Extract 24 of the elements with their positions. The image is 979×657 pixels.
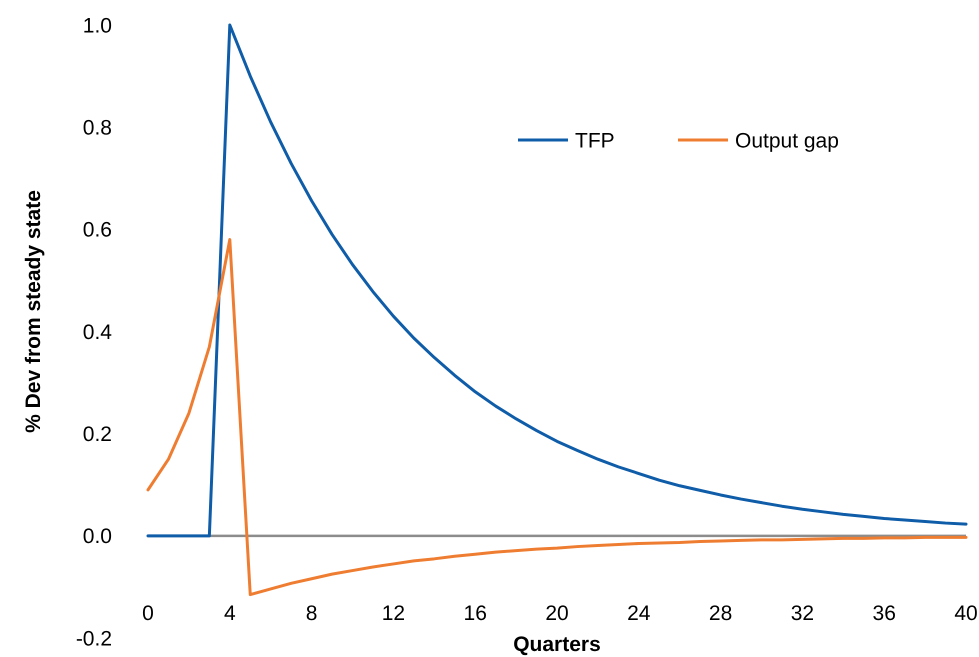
- y-tick-label: 0.8: [82, 116, 112, 140]
- x-axis-title: Quarters: [513, 633, 601, 656]
- x-tick-label: 28: [708, 602, 732, 625]
- y-tick-label: 0.2: [82, 423, 112, 446]
- x-tick-label: 20: [545, 602, 569, 625]
- line-series: [146, 24, 968, 538]
- x-tick-label: 8: [306, 602, 318, 625]
- x-tick-label: 32: [790, 602, 814, 625]
- x-tick-label: 16: [464, 602, 487, 625]
- y-tick-label: -0.2: [76, 627, 112, 650]
- x-tick-label: 40: [954, 602, 978, 625]
- x-tick-label: 12: [382, 602, 406, 625]
- line-series: [146, 238, 968, 596]
- y-axis-title: % Dev from steady state: [22, 190, 45, 433]
- x-tick-label: 36: [872, 602, 896, 625]
- y-tick-label: 0.0: [82, 525, 112, 548]
- legend-label: TFP: [575, 129, 615, 152]
- x-tick-label: 24: [627, 602, 651, 625]
- y-tick-label: 0.4: [82, 320, 112, 344]
- y-tick-label: 0.6: [82, 218, 112, 242]
- x-tick-label: 0: [142, 602, 154, 625]
- y-tick-label: 1.0: [82, 14, 112, 38]
- legend-label: Output gap: [735, 129, 839, 152]
- x-tick-label: 4: [224, 602, 236, 625]
